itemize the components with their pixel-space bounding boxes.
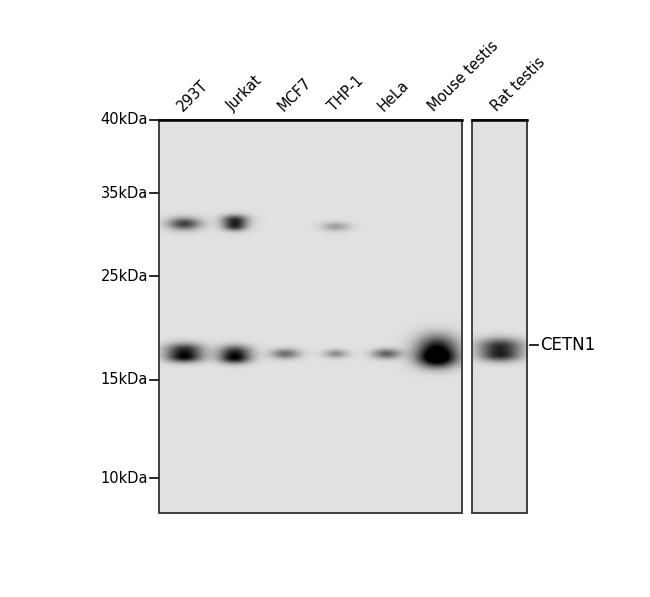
Bar (159, 120, 462, 513)
Text: 40kDa: 40kDa (101, 112, 148, 127)
Text: HeLa: HeLa (376, 78, 412, 115)
Text: Mouse testis: Mouse testis (426, 39, 502, 115)
Text: Rat testis: Rat testis (489, 55, 549, 115)
Text: 35kDa: 35kDa (101, 186, 148, 201)
Text: THP-1: THP-1 (325, 73, 366, 115)
Text: MCF7: MCF7 (275, 75, 314, 115)
Text: Jurkat: Jurkat (224, 73, 265, 115)
Text: CETN1: CETN1 (540, 336, 595, 354)
Text: 25kDa: 25kDa (101, 269, 148, 284)
Text: 293T: 293T (174, 78, 211, 115)
Text: 10kDa: 10kDa (101, 471, 148, 486)
Text: 15kDa: 15kDa (101, 372, 148, 387)
Bar (472, 120, 527, 513)
